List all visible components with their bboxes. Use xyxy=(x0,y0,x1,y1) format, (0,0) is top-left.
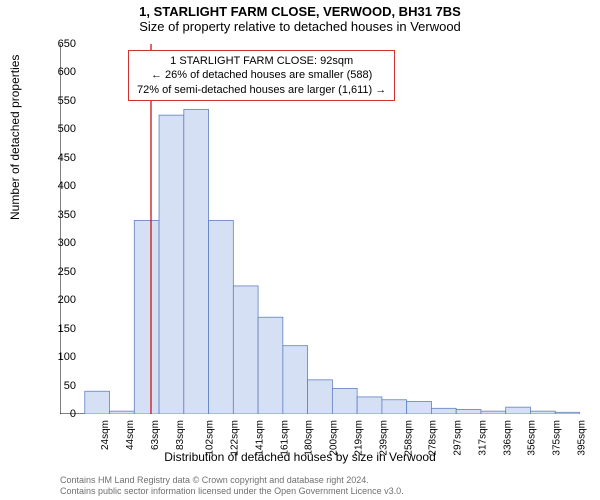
annotation-line1: 1 STARLIGHT FARM CLOSE: 92sqm xyxy=(137,54,386,68)
y-tick-label: 400 xyxy=(46,180,76,192)
x-tick-label: 83sqm xyxy=(175,420,186,450)
chart-container: 1, STARLIGHT FARM CLOSE, VERWOOD, BH31 7… xyxy=(0,0,600,500)
x-axis-label: Distribution of detached houses by size … xyxy=(0,450,600,464)
y-tick-label: 250 xyxy=(46,266,76,278)
y-tick-label: 300 xyxy=(46,237,76,249)
annotation-line2: ← 26% of detached houses are smaller (58… xyxy=(137,68,386,82)
title-line1: 1, STARLIGHT FARM CLOSE, VERWOOD, BH31 7… xyxy=(0,4,600,19)
chart-area: 1 STARLIGHT FARM CLOSE: 92sqm ← 26% of d… xyxy=(60,44,580,414)
annotation-line3: 72% of semi-detached houses are larger (… xyxy=(137,83,386,97)
footer-line1: Contains HM Land Registry data © Crown c… xyxy=(60,475,404,486)
y-tick-label: 450 xyxy=(46,152,76,164)
y-tick-label: 100 xyxy=(46,351,76,363)
x-tick-label: 24sqm xyxy=(100,420,111,450)
footer-line2: Contains public sector information licen… xyxy=(60,486,404,497)
y-tick-label: 0 xyxy=(46,408,76,420)
title-block: 1, STARLIGHT FARM CLOSE, VERWOOD, BH31 7… xyxy=(0,0,600,34)
y-tick-label: 500 xyxy=(46,123,76,135)
footer: Contains HM Land Registry data © Crown c… xyxy=(60,475,404,497)
y-tick-label: 650 xyxy=(46,38,76,50)
y-tick-label: 600 xyxy=(46,66,76,78)
x-tick-label: 63sqm xyxy=(150,420,161,450)
y-axis-label: Number of detached properties xyxy=(8,55,22,220)
y-tick-label: 50 xyxy=(46,380,76,392)
y-tick-label: 350 xyxy=(46,209,76,221)
title-line2: Size of property relative to detached ho… xyxy=(0,19,600,34)
y-tick-label: 550 xyxy=(46,95,76,107)
annotation-box: 1 STARLIGHT FARM CLOSE: 92sqm ← 26% of d… xyxy=(128,50,395,101)
x-tick-label: 44sqm xyxy=(125,420,136,450)
y-tick-label: 150 xyxy=(46,323,76,335)
y-tick-label: 200 xyxy=(46,294,76,306)
